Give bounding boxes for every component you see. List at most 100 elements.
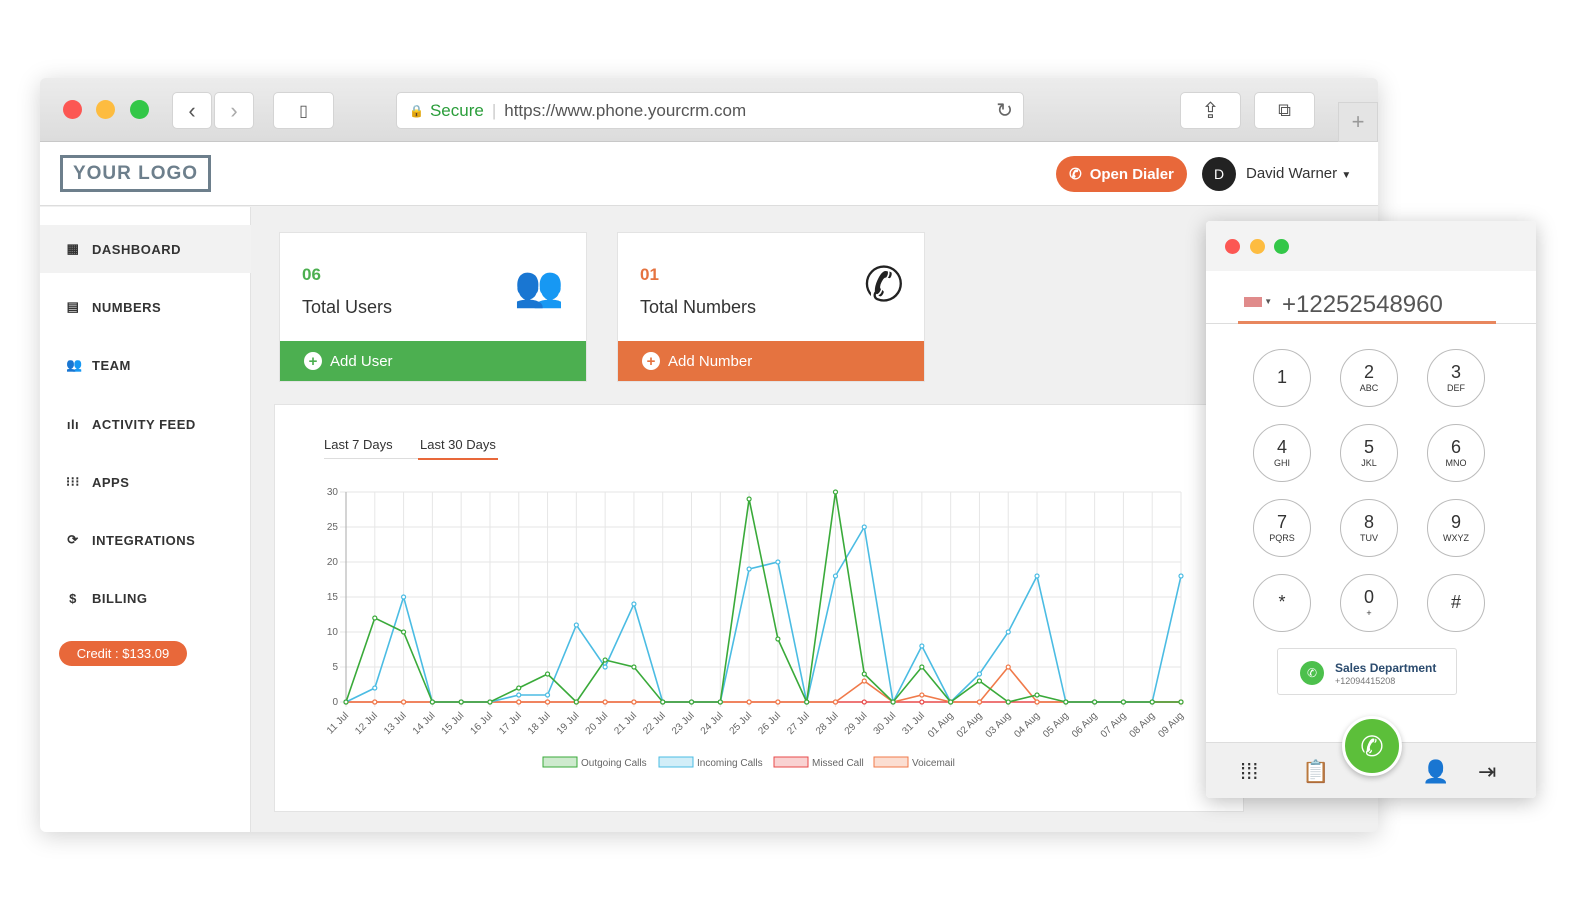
key-digit: 5 <box>1363 437 1374 457</box>
clipboard-icon[interactable]: 📋 <box>1302 759 1330 784</box>
credit-badge[interactable]: Credit : $133.09 <box>59 641 187 666</box>
lock-icon: 🔒 <box>409 103 424 118</box>
dialer-window: ▼ +12252548960 1 2 ABC 3 DEF 4 GHI 5 JKL 6 MNO 7 PQR… <box>1206 221 1536 798</box>
tab-last-7-days[interactable]: Last 7 Days <box>324 437 420 459</box>
call-button[interactable]: ✆ <box>1342 716 1402 776</box>
plus-icon: + <box>304 352 322 370</box>
sync-icon: ⟳ <box>67 532 79 547</box>
sidebar-item-integrations[interactable]: ⟳ INTEGRATIONS <box>40 516 251 564</box>
sidebar-item-team[interactable]: 👥 TEAM <box>40 341 251 389</box>
key-4[interactable]: 4 GHI <box>1253 424 1311 482</box>
share-icon[interactable]: ⇪ <box>1180 92 1241 129</box>
add-number-button[interactable]: + Add Number <box>618 341 924 381</box>
key-7[interactable]: 7 PQRS <box>1253 499 1311 557</box>
avatar[interactable]: D <box>1202 157 1236 191</box>
key-star[interactable]: * <box>1253 574 1311 632</box>
dialer-titlebar <box>1206 221 1536 271</box>
forward-button[interactable]: › <box>214 92 254 129</box>
logo: YOUR LOGO <box>60 155 211 192</box>
key-letters: ABC <box>1359 383 1379 393</box>
activity-chart-panel: Last 7 Days Last 30 Days <box>274 404 1244 812</box>
numbers-label: Total Numbers <box>640 297 757 317</box>
key-digit: 3 <box>1450 362 1461 382</box>
key-1[interactable]: 1 <box>1253 349 1311 407</box>
key-letters: GHI <box>1273 458 1290 468</box>
dialer-minimize-button[interactable] <box>1250 239 1265 254</box>
sidebar-item-numbers[interactable]: ▤ NUMBERS <box>40 283 251 331</box>
sidebar-item-activity-feed[interactable]: ılı ACTIVITY FEED <box>40 400 251 448</box>
dollar-icon: $ <box>69 590 77 606</box>
sidebar: ▦ DASHBOARD ▤ NUMBERS 👥 TEAM ılı ACTIVITY FE… <box>40 207 251 832</box>
users-count: 06 <box>302 265 321 284</box>
back-button[interactable]: ‹ <box>172 92 212 129</box>
key-digit: 4 <box>1276 437 1287 457</box>
sidebar-item-billing[interactable]: $ BILLING <box>40 574 251 622</box>
key-5[interactable]: 5 JKL <box>1340 424 1398 482</box>
activity-icon: ılı <box>66 416 80 432</box>
app-header: YOUR LOGO ✆ Open Dialer D David Warner ▼ <box>40 142 1378 206</box>
key-digit: * <box>1278 592 1286 612</box>
contact-icon[interactable]: 👤 <box>1422 759 1450 784</box>
add-user-label: Add User <box>330 352 393 370</box>
address-bar[interactable]: 🔒 Secure | https://www.phone.yourcrm.com… <box>396 92 1024 129</box>
whatsapp-phone-icon: ✆ <box>1300 661 1324 685</box>
sidebar-item-label: DASHBOARD <box>92 241 181 257</box>
apps-icon: ⁝⁝⁝ <box>66 474 80 489</box>
sidebar-item-apps[interactable]: ⁝⁝⁝ APPS <box>40 458 251 506</box>
plus-icon: + <box>642 352 660 370</box>
key-letters: PQRS <box>1269 533 1295 543</box>
key-9[interactable]: 9 WXYZ <box>1427 499 1485 557</box>
keypad-icon[interactable]: ⁞⁞⁞ <box>1240 759 1259 784</box>
users-group-icon: 👥 <box>514 265 564 309</box>
dialer-close-button[interactable] <box>1225 239 1240 254</box>
key-3[interactable]: 3 DEF <box>1427 349 1485 407</box>
total-numbers-card: 01 Total Numbers ✆ + Add Number <box>617 232 925 382</box>
key-letters: TUV <box>1360 533 1378 543</box>
key-digit: 8 <box>1363 512 1374 532</box>
key-2[interactable]: 2 ABC <box>1340 349 1398 407</box>
phone-icon: ✆ <box>1069 166 1082 183</box>
phone-number-input[interactable]: +12252548960 <box>1282 291 1443 318</box>
team-icon: 👥 <box>66 357 83 372</box>
tab-last-30-days[interactable]: Last 30 Days <box>418 437 498 460</box>
logout-icon[interactable]: ⇥ <box>1478 759 1497 784</box>
dialer-maximize-button[interactable] <box>1274 239 1289 254</box>
add-user-button[interactable]: + Add User <box>280 341 586 381</box>
user-menu[interactable]: David Warner ▼ <box>1246 165 1351 182</box>
key-digit: # <box>1450 592 1461 612</box>
browser-window: ‹ › ▯ 🔒 Secure | https://www.phone.yourc… <box>40 78 1378 832</box>
open-dialer-button[interactable]: ✆ Open Dialer <box>1056 156 1187 192</box>
dashboard-icon: ▦ <box>66 241 80 256</box>
maximize-window-button[interactable] <box>130 100 149 119</box>
key-letters: JKL <box>1361 458 1377 468</box>
add-number-label: Add Number <box>668 352 753 370</box>
user-name: David Warner <box>1246 165 1338 182</box>
open-dialer-label: Open Dialer <box>1089 165 1174 183</box>
sidebar-item-label: APPS <box>92 474 130 490</box>
key-letters: MNO <box>1445 458 1467 468</box>
key-digit: 0 <box>1363 587 1374 607</box>
sidebar-item-label: BILLING <box>92 590 148 606</box>
tabs-icon[interactable]: ⧉ <box>1254 92 1315 129</box>
new-tab-button[interactable]: + <box>1338 102 1378 142</box>
total-users-card: 06 Total Users 👥 + Add User <box>279 232 587 382</box>
users-label: Total Users <box>302 297 393 317</box>
minimize-window-button[interactable] <box>96 100 115 119</box>
close-window-button[interactable] <box>63 100 82 119</box>
caret-down-icon: ▼ <box>1341 170 1352 181</box>
key-6[interactable]: 6 MNO <box>1427 424 1485 482</box>
sidebar-toggle-icon[interactable]: ▯ <box>273 92 334 129</box>
caller-number: +12094415208 <box>1335 676 1396 686</box>
country-select[interactable]: ▼ <box>1244 297 1272 307</box>
key-0[interactable]: 0 + <box>1340 574 1398 632</box>
reload-icon[interactable]: ↻ <box>996 100 1013 122</box>
caller-id-select[interactable]: ✆ Sales Department +12094415208 <box>1277 648 1457 695</box>
key-digit: 6 <box>1450 437 1461 457</box>
key-8[interactable]: 8 TUV <box>1340 499 1398 557</box>
sidebar-item-label: NUMBERS <box>92 299 162 315</box>
caller-name: Sales Department <box>1335 661 1437 675</box>
key-hash[interactable]: # <box>1427 574 1485 632</box>
sidebar-item-dashboard[interactable]: ▦ DASHBOARD <box>40 225 251 273</box>
browser-toolbar: ‹ › ▯ 🔒 Secure | https://www.phone.yourc… <box>40 78 1378 142</box>
phone-icon: ✆ <box>863 259 904 312</box>
